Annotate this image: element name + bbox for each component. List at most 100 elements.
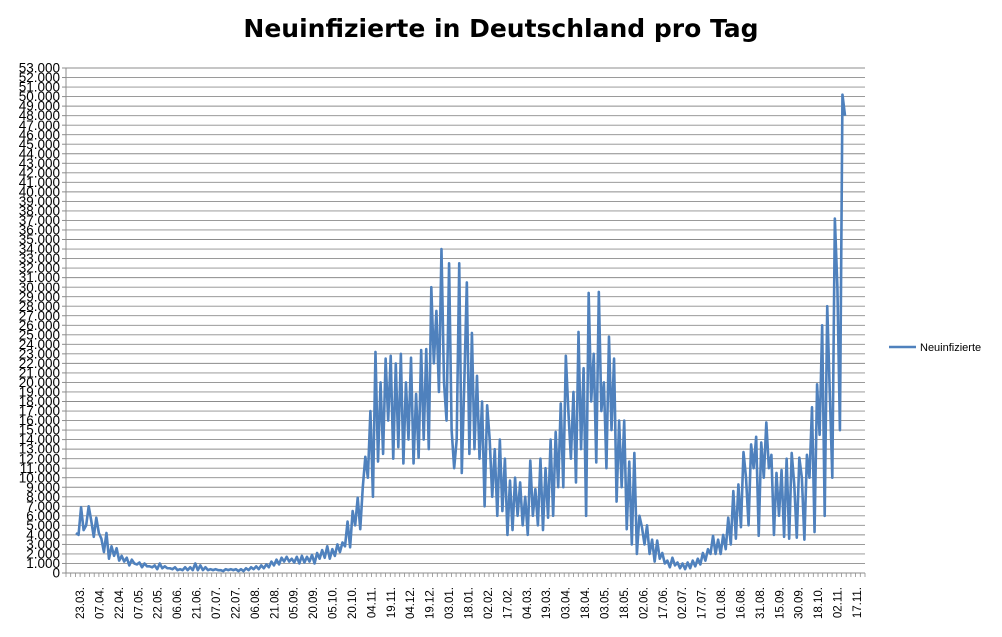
y-tick-label: 4.000 (26, 527, 60, 542)
x-axis-tick-labels: 23.03. 07.04. 22.04. 07.05. 22.05. 06.06. 21.0… (75, 587, 864, 619)
x-tick-label: 21.08. (269, 587, 281, 619)
y-tick-label: 15.000 (19, 423, 60, 438)
y-tick-label: 8.000 (26, 489, 60, 504)
y-tick-label: 14.000 (19, 432, 60, 447)
x-tick-label: 16.08. (736, 587, 748, 619)
y-tick-label: 37.000 (19, 213, 60, 228)
y-tick-label: 45.000 (19, 137, 60, 152)
y-tick-label: 9.000 (26, 480, 60, 495)
y-tick-label: 21.000 (19, 366, 60, 381)
gridlines (62, 67, 865, 574)
y-tick-label: 41.000 (19, 175, 60, 190)
y-tick-label: 23.000 (19, 346, 60, 361)
y-tick-label: 25.000 (19, 327, 60, 342)
y-tick-label: 39.000 (19, 194, 60, 209)
x-tick-label: 02.06. (638, 587, 650, 619)
y-tick-label: 42.000 (19, 165, 60, 180)
x-tick-label: 03.05. (600, 587, 612, 619)
x-tick-label: 22.05. (153, 587, 165, 619)
x-tick-label: 31.08. (755, 587, 767, 619)
x-tick-label: 17.02. (502, 587, 514, 619)
y-tick-label: 6.000 (26, 508, 60, 523)
y-tick-label: 18.000 (19, 394, 60, 409)
y-tick-label: 16.000 (19, 413, 60, 428)
axes (65, 68, 865, 574)
x-tick-label: 22.07. (230, 587, 242, 619)
x-tick-label: 05.10. (328, 587, 340, 619)
x-tick-label: 15.09. (774, 587, 786, 619)
x-tick-label: 01.08. (716, 587, 728, 619)
x-tick-label: 17.07. (697, 587, 709, 619)
x-tick-label: 18.01. (464, 587, 476, 619)
y-axis-tick-labels: 01.0002.0003.0004.0005.0006.0007.0008.00… (19, 61, 60, 581)
x-tick-label: 03.04. (561, 587, 573, 619)
x-tick-label: 02.07. (677, 587, 689, 619)
y-tick-label: 7.000 (26, 499, 60, 514)
y-tick-label: 12.000 (19, 451, 60, 466)
x-tick-label: 04.03. (522, 587, 534, 619)
chart-title: Neuinfizierte in Deutschland pro Tag (243, 14, 759, 43)
x-tick-label: 18.05. (619, 587, 631, 619)
y-tick-label: 11.000 (20, 461, 60, 476)
y-tick-label: 49.000 (19, 99, 60, 114)
x-tick-label: 19.11. (386, 587, 398, 618)
y-tick-label: 29.000 (19, 289, 60, 304)
x-tick-label: 17.06. (658, 587, 670, 619)
y-tick-label: 44.000 (19, 146, 60, 161)
y-tick-label: 5.000 (26, 518, 60, 533)
legend-label: Neuinfizierte (920, 342, 981, 354)
y-tick-label: 1.000 (26, 556, 60, 571)
y-tick-label: 52.000 (19, 70, 60, 85)
y-tick-label: 2.000 (26, 547, 60, 562)
x-tick-label: 07.04. (94, 587, 106, 619)
x-tick-label: 17.11. (852, 587, 864, 618)
series-group (75, 93, 847, 573)
y-tick-label: 33.000 (19, 251, 60, 266)
y-tick-label: 20.000 (19, 375, 60, 390)
y-tick-label: 48.000 (19, 108, 60, 123)
y-tick-label: 50.000 (19, 89, 60, 104)
y-tick-label: 30.000 (19, 280, 60, 295)
y-tick-label: 47.000 (19, 118, 60, 133)
y-tick-label: 3.000 (26, 537, 60, 552)
y-tick-label: 53.000 (19, 61, 60, 76)
x-tick-label: 20.10. (347, 587, 359, 619)
x-tick-label: 06.08. (250, 587, 262, 619)
series-line-neuinfizierte (75, 93, 847, 573)
x-tick-label: 06.06. (172, 587, 184, 619)
y-tick-label: 51.000 (19, 80, 60, 95)
y-tick-label: 19.000 (19, 385, 60, 400)
x-tick-label: 05.09. (289, 587, 301, 619)
y-tick-label: 35.000 (19, 232, 60, 247)
y-tick-label: 28.000 (19, 299, 60, 314)
x-axis-ticks (65, 573, 866, 577)
x-tick-label: 20.09. (308, 587, 320, 619)
x-tick-label: 07.05. (133, 587, 145, 619)
y-tick-label: 22.000 (19, 356, 60, 371)
y-tick-label: 34.000 (19, 242, 60, 257)
x-tick-label: 18.04. (580, 587, 592, 619)
x-tick-label: 22.04. (114, 587, 126, 619)
x-tick-label: 07.07. (211, 587, 223, 619)
y-tick-label: 31.000 (19, 270, 60, 285)
y-tick-label: 17.000 (19, 404, 60, 419)
x-tick-label: 23.03. (75, 587, 87, 619)
x-tick-label: 30.09. (794, 587, 806, 619)
y-tick-label: 0 (52, 566, 60, 581)
y-tick-label: 13.000 (19, 442, 60, 457)
y-tick-label: 43.000 (19, 156, 60, 171)
y-tick-label: 46.000 (19, 127, 60, 142)
y-tick-label: 26.000 (19, 318, 60, 333)
x-tick-label: 19.12. (425, 587, 437, 619)
y-tick-label: 40.000 (19, 184, 60, 199)
x-tick-label: 03.01. (444, 587, 456, 619)
y-tick-label: 24.000 (19, 337, 60, 352)
x-tick-label: 19.03. (541, 587, 553, 619)
y-tick-label: 38.000 (19, 204, 60, 219)
x-tick-label: 21.06. (192, 587, 204, 619)
y-tick-label: 32.000 (19, 261, 60, 276)
x-tick-label: 04.12. (405, 587, 417, 619)
x-tick-label: 18.10. (813, 587, 825, 619)
x-tick-label: 02.02. (483, 587, 495, 619)
